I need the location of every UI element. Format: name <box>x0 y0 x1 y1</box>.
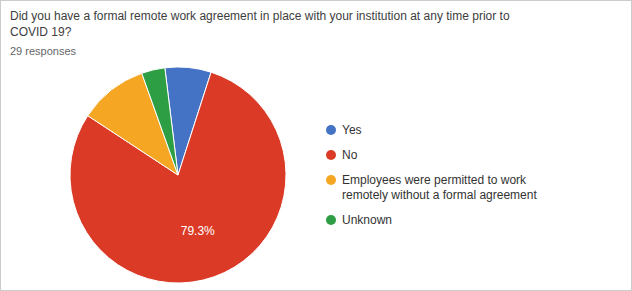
legend-marker <box>326 150 336 160</box>
slice <box>70 72 286 283</box>
data-labels: 79.3% <box>181 224 215 238</box>
title-line: COVID 19? <box>10 25 72 39</box>
subtitle: 29 responses <box>10 45 77 57</box>
legend-entry-line: No <box>342 148 358 162</box>
legend-entry-line: Unknown <box>342 213 392 227</box>
title-line: Did you have a formal remote work agreem… <box>10 9 510 23</box>
legend: Yes No Employees were permitted to workrem… <box>326 123 537 227</box>
legend-marker <box>326 175 336 185</box>
legend-entry-line: Employees were permitted to work <box>342 173 527 187</box>
data-label: 79.3% <box>181 224 215 238</box>
legend-marker <box>326 125 336 135</box>
legend-entry: Employees were permitted to workremotely… <box>342 173 537 202</box>
legend-entry-line: remotely without a formal agreement <box>342 188 537 202</box>
frame <box>1 1 632 291</box>
legend-entry: No <box>342 148 358 162</box>
legend-entry: Yes <box>342 123 362 137</box>
title: Did you have a formal remote work agreem… <box>10 9 510 39</box>
legend-marker <box>326 215 336 225</box>
page: {"chart_data": {"type": "pie", "title": … <box>0 0 632 291</box>
chart: Did you have a formal remote work agreem… <box>0 0 632 291</box>
slice <box>142 68 178 175</box>
legend-entry: Unknown <box>342 213 392 227</box>
legend-entry-line: Yes <box>342 123 362 137</box>
